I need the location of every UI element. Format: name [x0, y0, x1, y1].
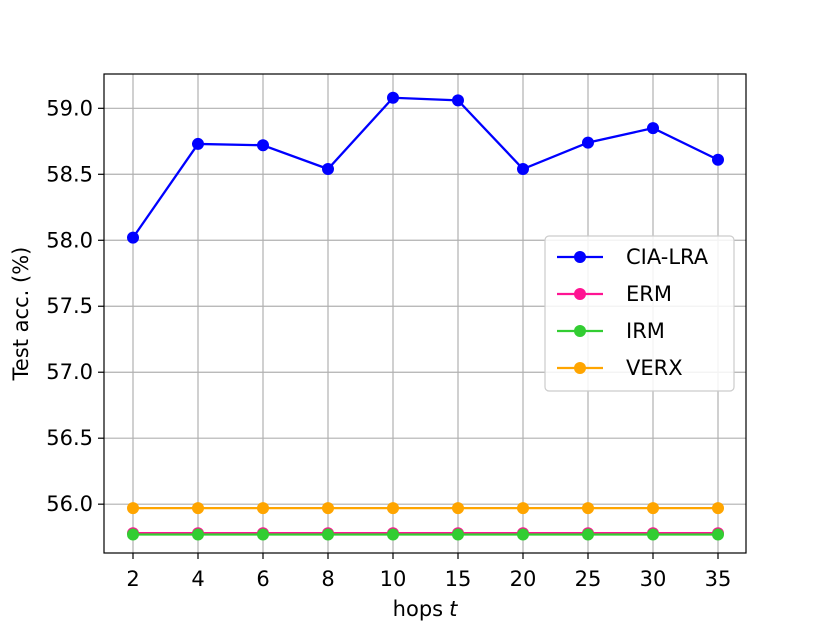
plot-frame: [103, 73, 747, 554]
y-tick-label: 56.5: [46, 426, 93, 450]
legend-marker: [574, 251, 586, 263]
y-tick-label: 58.0: [46, 228, 93, 252]
y-axis-ticks: 56.0 56.5 57.0 57.5 58.0 58.5 59.0: [46, 96, 104, 516]
data-point-irm: [517, 528, 529, 541]
data-point-verx: [452, 502, 464, 515]
x-tick-label: 6: [256, 567, 269, 591]
y-tick-label: 57.0: [46, 360, 93, 384]
x-axis-label: hops t: [393, 597, 458, 621]
legend: CIA-LRA ERM IRM VERX: [544, 235, 735, 392]
x-tick-label: 8: [321, 567, 334, 591]
data-point-cia-lra: [452, 94, 464, 107]
data-point-cia-lra: [582, 136, 594, 149]
y-axis-label: Test acc. (%): [9, 247, 33, 382]
data-point-verx: [387, 502, 399, 515]
data-point-cia-lra: [192, 137, 204, 150]
data-point-irm: [452, 528, 464, 541]
data-point-cia-lra: [127, 231, 139, 244]
y-tick-label: 59.0: [46, 96, 93, 120]
series-layer: [127, 91, 724, 541]
x-axis-label-variable: t: [449, 597, 458, 621]
x-tick-label: 10: [380, 567, 407, 591]
data-point-verx: [582, 502, 594, 515]
data-point-cia-lra: [387, 91, 399, 104]
x-axis-ticks: 2 4 6 8 10 15 20 25 30 35: [126, 553, 731, 591]
data-point-verx: [127, 502, 139, 515]
x-tick-label: 2: [126, 567, 139, 591]
data-point-cia-lra: [712, 153, 724, 166]
series-line-cia-lra: [132, 96, 719, 239]
data-point-verx: [647, 502, 659, 515]
data-point-verx: [712, 502, 724, 515]
legend-marker: [574, 288, 586, 300]
x-tick-label: 20: [510, 567, 537, 591]
x-tick-label: 15: [445, 567, 472, 591]
legend-marker: [574, 325, 586, 337]
legend-box: [544, 235, 735, 392]
data-point-irm: [192, 528, 204, 541]
y-tick-label: 57.5: [46, 294, 93, 318]
legend-label: IRM: [626, 319, 665, 343]
data-point-cia-lra: [257, 139, 269, 152]
legend-label: VERX: [626, 356, 683, 380]
x-tick-label: 25: [575, 567, 602, 591]
x-axis-label-text: hops: [393, 597, 443, 621]
y-tick-label: 56.0: [46, 492, 93, 516]
data-point-irm: [257, 528, 269, 541]
legend-label: ERM: [626, 282, 672, 306]
legend-label: CIA-LRA: [626, 245, 709, 269]
data-point-cia-lra: [517, 163, 529, 176]
data-point-verx: [192, 502, 204, 515]
data-point-irm: [387, 528, 399, 541]
x-tick-label: 4: [191, 567, 204, 591]
data-point-verx: [257, 502, 269, 515]
data-point-cia-lra: [322, 163, 334, 176]
data-point-irm: [322, 528, 334, 541]
data-point-irm: [647, 528, 659, 541]
data-point-irm: [582, 528, 594, 541]
data-point-irm: [127, 528, 139, 541]
y-tick-label: 58.5: [46, 162, 93, 186]
data-point-irm: [712, 528, 724, 541]
x-tick-label: 30: [640, 567, 667, 591]
data-point-verx: [322, 502, 334, 515]
data-point-cia-lra: [647, 122, 659, 135]
legend-marker: [574, 362, 586, 374]
data-point-verx: [517, 502, 529, 515]
x-tick-label: 35: [705, 567, 732, 591]
